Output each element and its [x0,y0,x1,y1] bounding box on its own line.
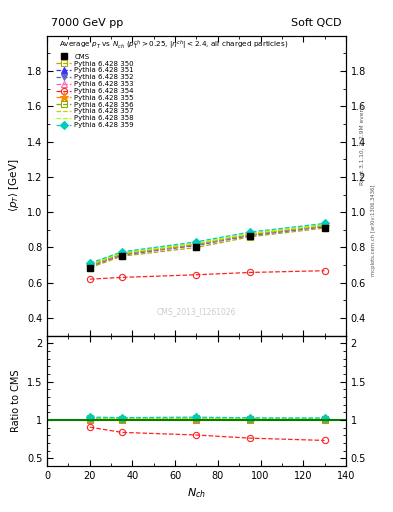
Line: Pythia 6.428 358: Pythia 6.428 358 [90,225,325,264]
Text: Soft QCD: Soft QCD [292,18,342,28]
Pythia 6.428 356 [322,222,327,228]
Pythia 6.428 352 [248,232,252,238]
Pythia 6.428 358 [248,230,252,237]
Line: Pythia 6.428 351: Pythia 6.428 351 [87,224,328,269]
Pythia 6.428 357 [194,241,199,247]
Pythia 6.428 356 [194,241,199,247]
Pythia 6.428 358 [322,222,327,228]
CMS [88,265,92,271]
Text: CMS_2013_I1261026: CMS_2013_I1261026 [157,307,236,316]
Legend: CMS, Pythia 6.428 350, Pythia 6.428 351, Pythia 6.428 352, Pythia 6.428 353, Pyt: CMS, Pythia 6.428 350, Pythia 6.428 351,… [56,54,134,128]
Pythia 6.428 353 [194,242,199,248]
Pythia 6.428 353 [119,251,124,257]
Line: Pythia 6.428 353: Pythia 6.428 353 [87,223,328,269]
Pythia 6.428 357 [322,222,327,228]
Pythia 6.428 358 [119,250,124,256]
Pythia 6.428 353 [88,263,92,269]
Y-axis label: Ratio to CMS: Ratio to CMS [11,370,21,432]
Pythia 6.428 355 [88,262,92,268]
Pythia 6.428 351 [88,263,92,269]
Pythia 6.428 353 [322,223,327,229]
Pythia 6.428 359 [194,239,199,245]
Pythia 6.428 359 [248,229,252,235]
Pythia 6.428 355 [194,241,199,247]
Pythia 6.428 354 [119,274,124,281]
Line: Pythia 6.428 352: Pythia 6.428 352 [87,223,328,269]
Pythia 6.428 352 [322,223,327,229]
Pythia 6.428 356 [248,231,252,237]
CMS [322,225,327,231]
Pythia 6.428 354 [248,269,252,275]
Text: Rivet 3.1.10, ≥ 2.9M events: Rivet 3.1.10, ≥ 2.9M events [360,102,365,185]
Pythia 6.428 351 [322,224,327,230]
Pythia 6.428 355 [322,223,327,229]
Pythia 6.428 350 [248,234,252,240]
Pythia 6.428 358 [88,261,92,267]
Text: Average $p_T$ vs $N_{ch}$ ($p_T^{ch}>0.25$, $|\eta^{ch}|<2.4$, all charged parti: Average $p_T$ vs $N_{ch}$ ($p_T^{ch}>0.2… [59,39,288,52]
Pythia 6.428 352 [119,251,124,258]
Pythia 6.428 357 [119,250,124,257]
X-axis label: $N_{ch}$: $N_{ch}$ [187,486,206,500]
Line: Pythia 6.428 356: Pythia 6.428 356 [87,222,328,268]
Line: CMS: CMS [86,224,328,271]
Line: Pythia 6.428 359: Pythia 6.428 359 [87,220,328,266]
Pythia 6.428 351 [119,252,124,258]
Pythia 6.428 351 [248,232,252,239]
Text: 7000 GeV pp: 7000 GeV pp [51,18,123,28]
Pythia 6.428 357 [248,231,252,237]
Pythia 6.428 352 [194,242,199,248]
Pythia 6.428 354 [322,268,327,274]
Pythia 6.428 352 [88,263,92,269]
Y-axis label: $\langle p_T \rangle$ [GeV]: $\langle p_T \rangle$ [GeV] [7,159,21,212]
CMS [119,253,124,259]
Pythia 6.428 359 [322,220,327,226]
Pythia 6.428 359 [88,260,92,266]
CMS [194,244,199,250]
Pythia 6.428 350 [322,225,327,231]
Pythia 6.428 354 [194,272,199,278]
Pythia 6.428 357 [88,262,92,268]
CMS [248,233,252,240]
Line: Pythia 6.428 350: Pythia 6.428 350 [87,225,328,271]
Pythia 6.428 355 [119,251,124,257]
Pythia 6.428 350 [119,253,124,259]
Pythia 6.428 355 [248,231,252,238]
Pythia 6.428 358 [194,240,199,246]
Pythia 6.428 350 [194,244,199,250]
Line: Pythia 6.428 357: Pythia 6.428 357 [90,225,325,265]
Pythia 6.428 354 [88,276,92,282]
Text: mcplots.cern.ch [arXiv:1306.3436]: mcplots.cern.ch [arXiv:1306.3436] [371,185,376,276]
Pythia 6.428 356 [119,250,124,257]
Line: Pythia 6.428 355: Pythia 6.428 355 [85,221,329,270]
Line: Pythia 6.428 354: Pythia 6.428 354 [87,268,328,282]
Pythia 6.428 359 [119,249,124,255]
Pythia 6.428 353 [248,231,252,238]
Pythia 6.428 356 [88,262,92,268]
Pythia 6.428 350 [88,265,92,271]
Pythia 6.428 351 [194,242,199,248]
